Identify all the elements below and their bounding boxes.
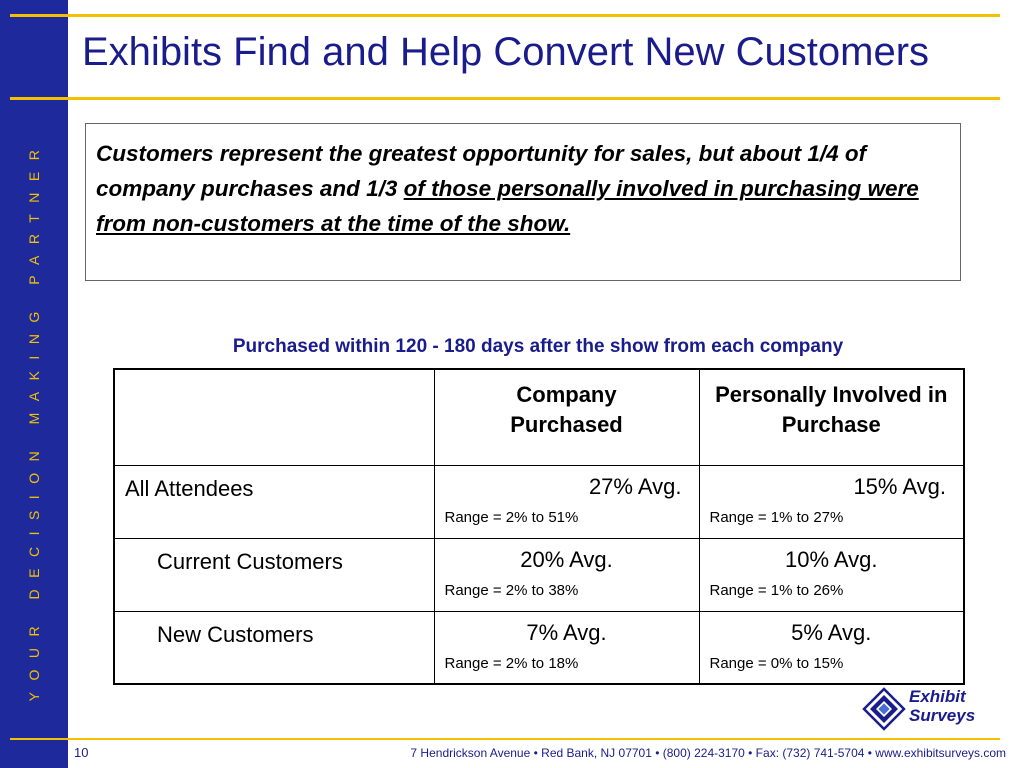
row-label: All Attendees — [113, 464, 435, 539]
top-divider — [10, 14, 1000, 17]
company-cell: 7% Avg. Range = 2% to 18% — [433, 610, 700, 685]
callout-text: Customers represent the greatest opportu… — [96, 136, 950, 241]
row-label: New Customers — [113, 610, 435, 685]
company-range: Range = 2% to 18% — [444, 654, 579, 672]
callout-box: Customers represent the greatest opportu… — [85, 123, 961, 281]
logo-text: Exhibit Surveys — [909, 687, 975, 725]
personal-cell: 15% Avg. Range = 1% to 27% — [698, 464, 965, 539]
header-company-purchased: Company Purchased — [433, 368, 700, 466]
header-company-purchased-label: Company Purchased — [510, 382, 623, 437]
personal-cell: 5% Avg. Range = 0% to 15% — [698, 610, 965, 685]
callout-text-underlined: of those personally involved in purchasi… — [96, 176, 919, 236]
exhibit-surveys-logo-icon — [862, 687, 906, 731]
logo-line1: Exhibit — [909, 687, 966, 706]
table-row: Current Customers 20% Avg. Range = 2% to… — [113, 537, 965, 612]
header-personally-involved-label: Personally Involved in Purchase — [715, 382, 948, 437]
personal-avg: 10% Avg. — [784, 546, 878, 572]
title-divider — [10, 97, 1000, 100]
company-avg: 20% Avg. — [520, 546, 613, 572]
personal-cell: 10% Avg. Range = 1% to 26% — [698, 537, 965, 612]
company-avg: 7% Avg. — [526, 619, 607, 645]
footer-divider — [10, 738, 1000, 740]
slide-title: Exhibits Find and Help Convert New Custo… — [82, 30, 930, 74]
company-cell: 27% Avg. Range = 2% to 51% — [433, 464, 700, 539]
logo-line2: Surveys — [909, 706, 976, 725]
sidebar-tagline: YOUR DECISION MAKING PARTNER — [26, 138, 42, 702]
purchase-table: Company Purchased Personally Involved in… — [113, 368, 965, 685]
table-row: New Customers 7% Avg. Range = 2% to 18% … — [113, 610, 965, 685]
company-range: Range = 2% to 38% — [444, 581, 579, 599]
company-avg: 27% Avg. — [588, 473, 682, 499]
table-caption: Purchased within 120 - 180 days after th… — [232, 336, 844, 357]
personal-avg: 5% Avg. — [791, 619, 872, 645]
table-row: All Attendees 27% Avg. Range = 2% to 51%… — [113, 464, 965, 539]
sidebar-band: YOUR DECISION MAKING PARTNER — [0, 0, 68, 768]
header-personally-involved: Personally Involved in Purchase — [698, 368, 965, 466]
personal-range: Range = 1% to 26% — [709, 581, 844, 599]
row-label: Current Customers — [113, 537, 435, 612]
company-range: Range = 2% to 51% — [444, 508, 579, 526]
table-header-row: Company Purchased Personally Involved in… — [113, 368, 965, 466]
company-cell: 20% Avg. Range = 2% to 38% — [433, 537, 700, 612]
footer-address: 7 Hendrickson Avenue • Red Bank, NJ 0770… — [410, 746, 1006, 760]
personal-range: Range = 0% to 15% — [709, 654, 844, 672]
header-blank — [113, 368, 435, 466]
exhibit-surveys-logo: Exhibit Surveys — [862, 685, 982, 733]
callout-text-plain: Customers represent the greatest opportu… — [96, 141, 867, 201]
personal-avg: 15% Avg. — [853, 473, 946, 499]
personal-range: Range = 1% to 27% — [709, 508, 844, 526]
page-number: 10 — [74, 745, 89, 760]
